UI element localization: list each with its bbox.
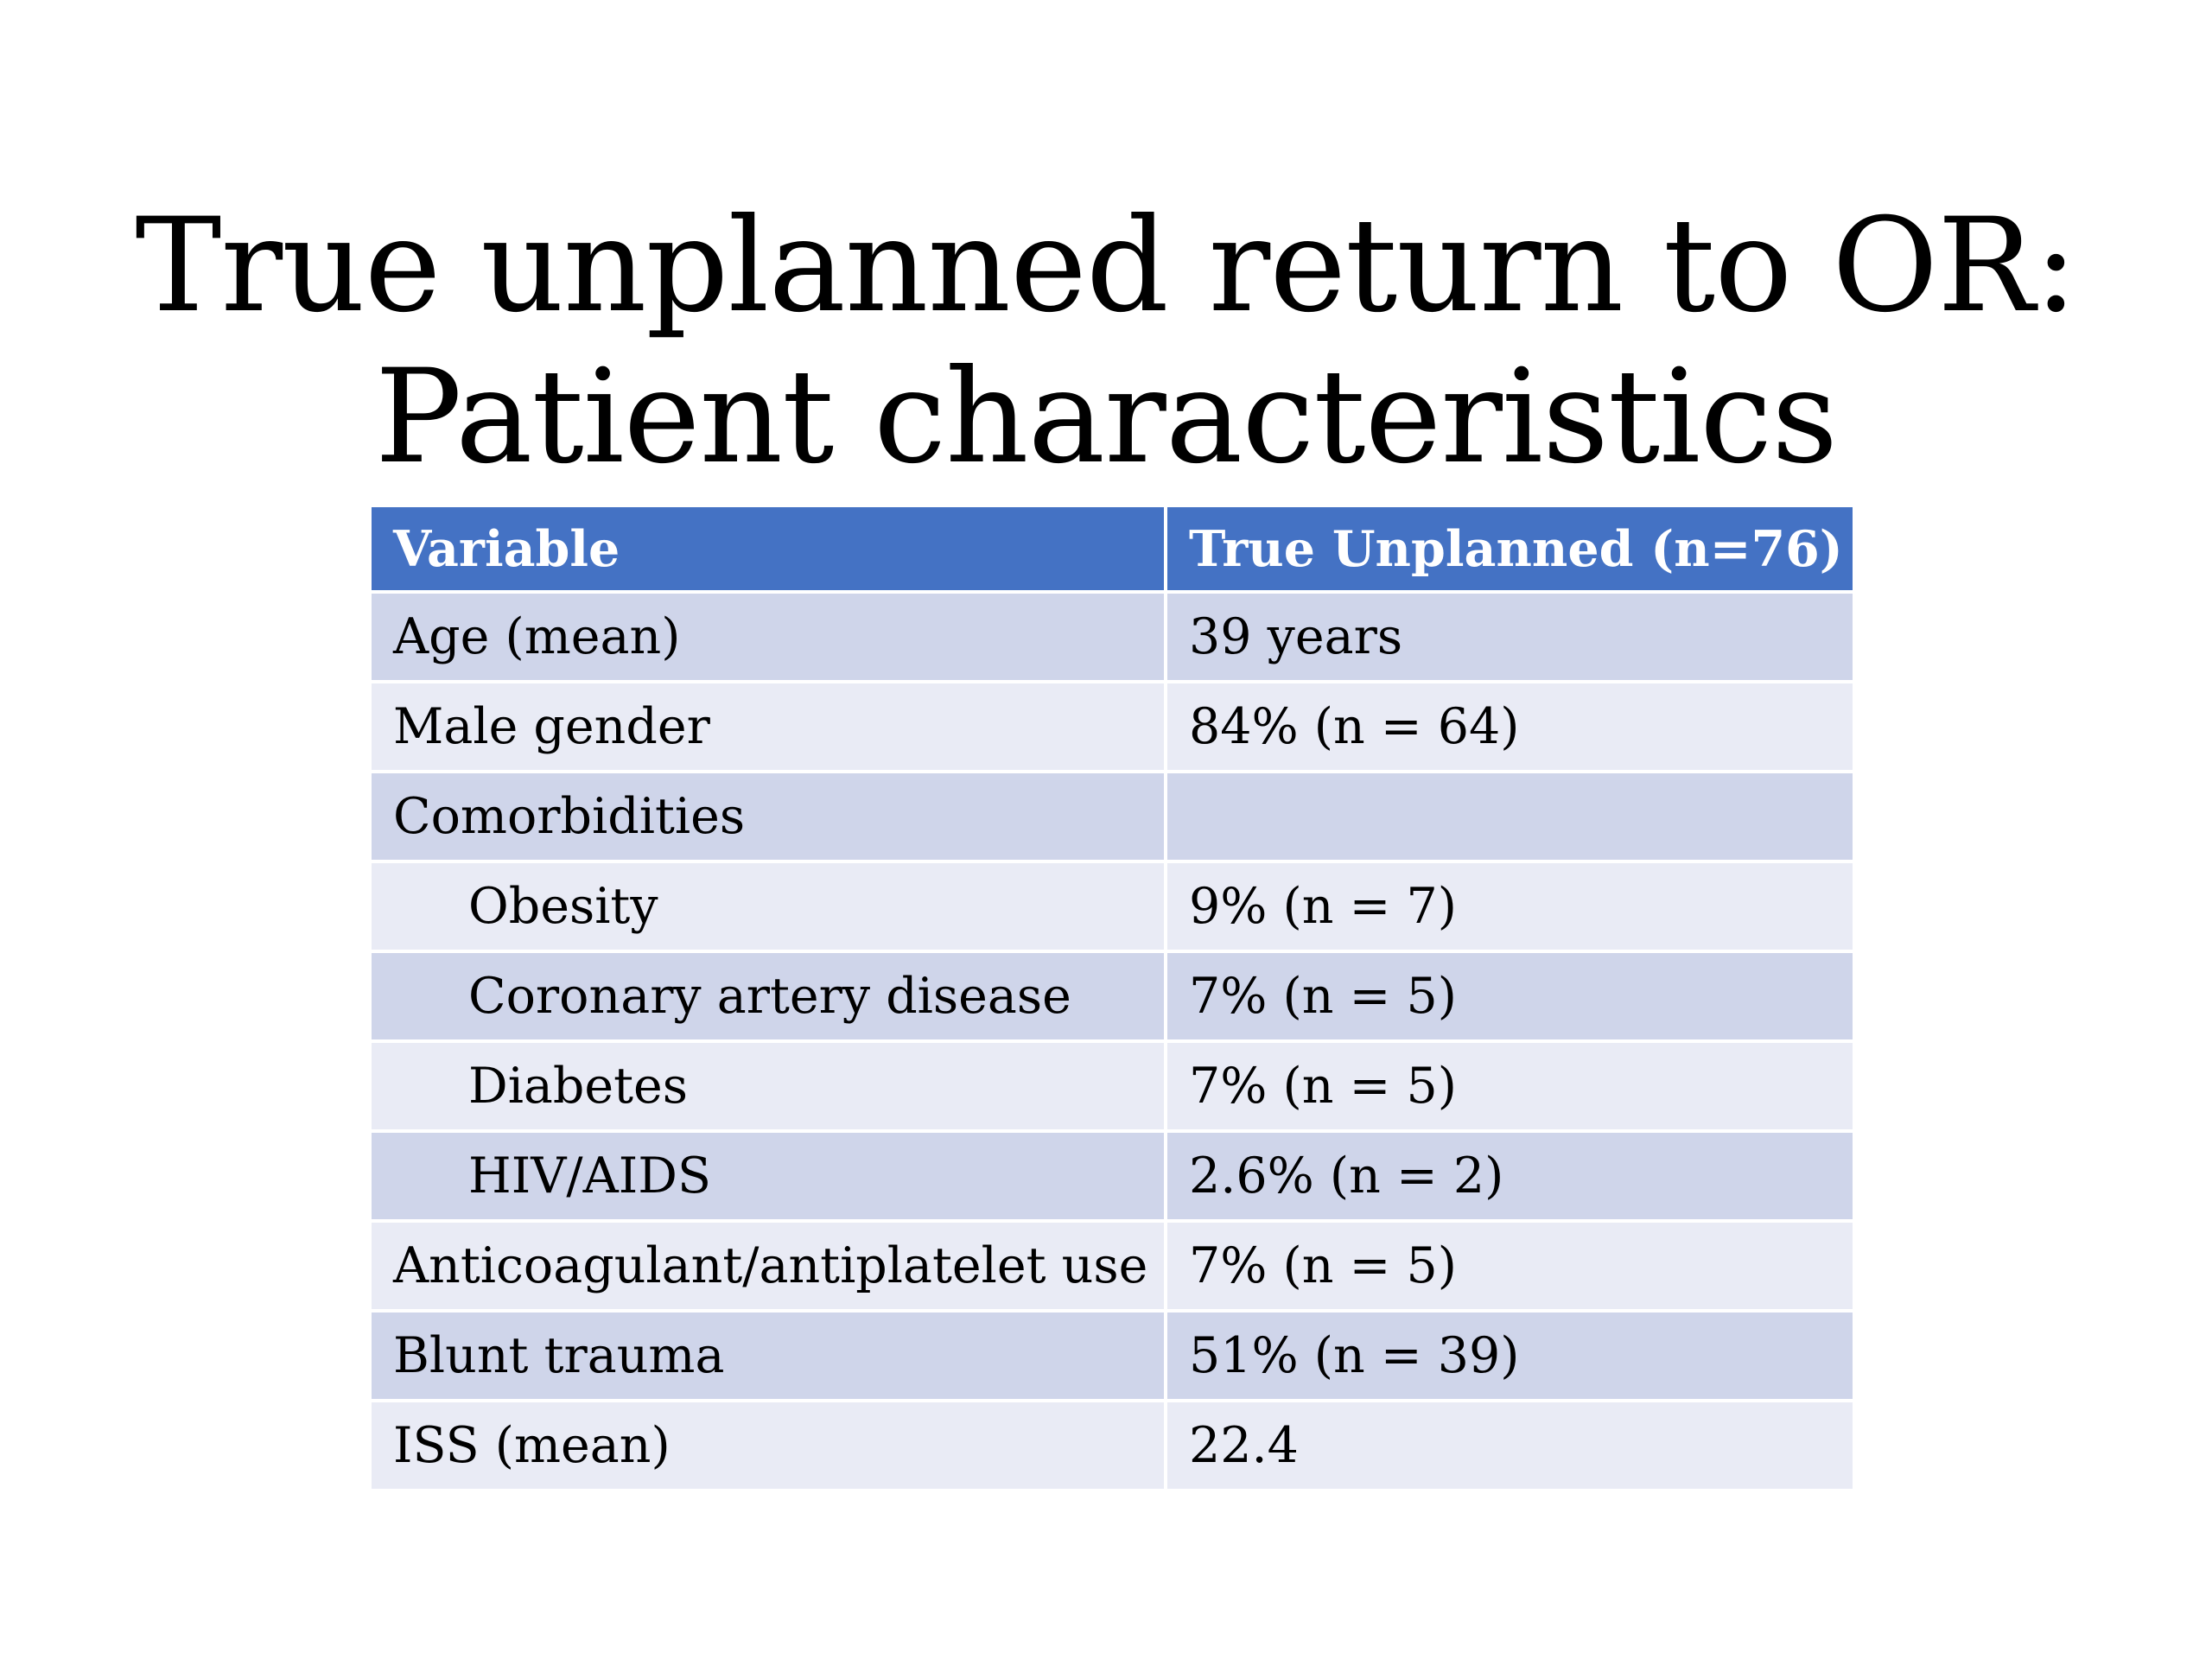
value-cell: 9% (n = 7)	[1167, 863, 1853, 950]
slide-title-line-1: True unplanned return to OR:	[135, 190, 2077, 341]
column-header-true-unplanned: True Unplanned (n=76)	[1167, 507, 1853, 590]
variable-cell: Male gender	[372, 683, 1164, 770]
variable-cell: ISS (mean)	[372, 1402, 1164, 1489]
table-row: Male gender 84% (n = 64)	[372, 683, 1853, 770]
table-header-row: Variable True Unplanned (n=76)	[372, 507, 1853, 590]
variable-cell: Anticoagulant/antiplatelet use	[372, 1223, 1164, 1309]
value-cell: 7% (n = 5)	[1167, 1043, 1853, 1129]
slide-title: True unplanned return to OR: Patient cha…	[0, 191, 2212, 493]
variable-cell-indented: HIV/AIDS	[372, 1133, 1164, 1219]
table-body: Age (mean) 39 years Male gender 84% (n =…	[372, 594, 1853, 1489]
value-cell: 2.6% (n = 2)	[1167, 1133, 1853, 1219]
variable-cell-indented: Diabetes	[372, 1043, 1164, 1129]
characteristics-table-container: Variable True Unplanned (n=76) Age (mean…	[372, 507, 1853, 1489]
value-cell: 39 years	[1167, 594, 1853, 680]
table-row: Blunt trauma 51% (n = 39)	[372, 1313, 1853, 1399]
table-row: Age (mean) 39 years	[372, 594, 1853, 680]
table-row: ISS (mean) 22.4	[372, 1402, 1853, 1489]
value-cell: 7% (n = 5)	[1167, 1223, 1853, 1309]
table-row: Anticoagulant/antiplatelet use 7% (n = 5…	[372, 1223, 1853, 1309]
slide-title-line-2: Patient characteristics	[374, 341, 1838, 493]
value-cell	[1167, 773, 1853, 860]
value-cell: 84% (n = 64)	[1167, 683, 1853, 770]
variable-cell: Age (mean)	[372, 594, 1164, 680]
value-cell: 51% (n = 39)	[1167, 1313, 1853, 1399]
variable-cell-indented: Obesity	[372, 863, 1164, 950]
table-row: Comorbidities	[372, 773, 1853, 860]
variable-cell-indented: Coronary artery disease	[372, 953, 1164, 1039]
table-row: Diabetes 7% (n = 5)	[372, 1043, 1853, 1129]
value-cell: 22.4	[1167, 1402, 1853, 1489]
column-header-variable: Variable	[372, 507, 1164, 590]
characteristics-table: Variable True Unplanned (n=76) Age (mean…	[368, 504, 1856, 1492]
variable-cell: Comorbidities	[372, 773, 1164, 860]
variable-cell: Blunt trauma	[372, 1313, 1164, 1399]
table-row: Coronary artery disease 7% (n = 5)	[372, 953, 1853, 1039]
table-row: Obesity 9% (n = 7)	[372, 863, 1853, 950]
value-cell: 7% (n = 5)	[1167, 953, 1853, 1039]
table-row: HIV/AIDS 2.6% (n = 2)	[372, 1133, 1853, 1219]
table-header: Variable True Unplanned (n=76)	[372, 507, 1853, 590]
